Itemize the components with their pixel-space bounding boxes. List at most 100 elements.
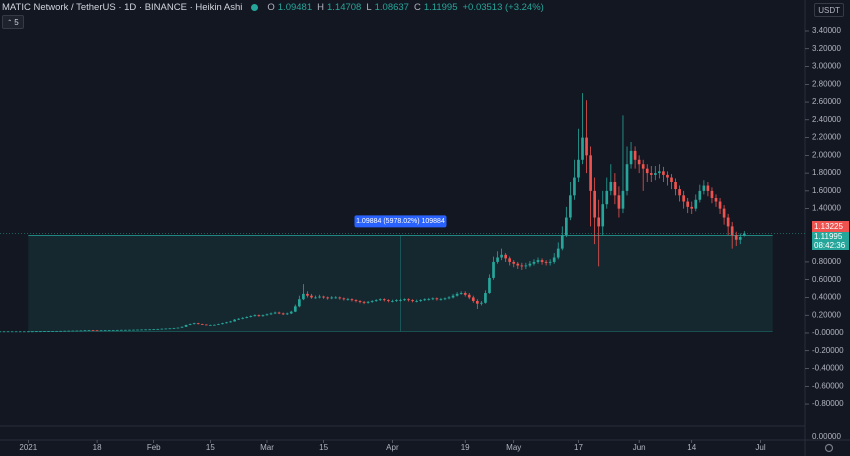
y-tick-label: -0.80000 [812,399,844,408]
candle-body [378,299,382,301]
measure-label: 1.09884 (5978.02%) 109884 [356,218,445,225]
candle-body [0,331,2,333]
candle-body [512,261,516,264]
candle-body [496,257,499,262]
candle-body [508,258,512,262]
candle-body [374,300,378,302]
interval-badge[interactable]: ⌃ 5 [2,15,24,29]
candle-body [107,330,111,331]
candle-body [387,300,390,302]
candle-body [447,297,451,299]
candle-body [281,313,285,315]
candle-body [488,277,491,294]
candle-body [43,331,46,333]
x-tick-label: 18 [93,443,102,452]
y-tick-label: 0.40000 [812,293,841,302]
settings-icon[interactable] [824,443,834,453]
candle-body [476,301,479,304]
candle-body [257,315,261,317]
candle-body [209,324,212,326]
candle-body [148,329,152,331]
candle-body [641,164,645,169]
y-tick-label: 0.60000 [812,275,841,284]
x-tick-label: Jun [633,443,646,452]
x-tick-label: Apr [386,443,399,452]
candle-body [47,331,50,333]
candle-body [152,329,156,330]
candle-body [399,300,402,301]
candle-body [346,299,350,301]
candle-body [314,297,317,299]
candle-body [710,190,714,198]
candle-body [682,195,685,202]
y-tick-label: -0.20000 [812,346,844,355]
candle-body [326,297,329,299]
candle-body [338,297,342,299]
currency-badge[interactable]: USDT [814,3,844,17]
candle-body [265,314,269,316]
candle-body [35,331,38,333]
candle-body [306,293,309,296]
candle-body [124,329,127,331]
candle-body [649,173,653,175]
candle-body [39,331,42,333]
candle-body [504,254,507,259]
candle-body [204,324,208,326]
x-tick-label: 14 [687,443,696,452]
candle-body [310,295,313,298]
candle-body [609,181,613,191]
candle-body [435,298,439,300]
measure-tool: 1.09884 (5978.02%) 109884 [28,215,773,332]
candle-body [362,301,366,303]
x-tick-label: Mar [260,443,274,452]
candle-body [322,296,325,298]
candle-body [467,294,471,298]
candle-body [229,321,232,323]
candle-body [176,327,180,329]
candle-body [730,226,734,236]
candle-body [241,317,245,319]
candle-body [188,324,192,325]
candle-body [67,330,71,332]
y-tick-label: 1.60000 [812,186,841,195]
interval-count[interactable]: 5 [14,17,19,27]
candle-body [678,189,681,196]
candle-body [463,293,467,295]
candle-body [532,261,536,264]
candle-body [293,306,297,312]
candle-body [111,330,115,331]
candle-body [645,168,649,174]
candle-body [144,329,147,331]
lower-pane-label: 0.00000 [812,432,841,441]
candle-body [726,217,730,227]
chevron: ⌃ [7,19,13,26]
x-tick-label: May [506,443,521,452]
candle-body [577,159,580,178]
y-tick-label: 1.40000 [812,204,841,213]
candle-body [666,174,669,178]
candles [0,93,746,333]
candle-body [253,315,257,317]
candle-body [694,199,698,209]
candle-body [492,261,495,278]
candle-body [140,329,143,331]
candle-body [63,330,67,332]
candle-body [160,328,164,330]
candle-body [403,299,406,301]
x-tick-label: 17 [574,443,583,452]
candle-body [451,295,455,298]
candle-body [136,329,139,331]
candle-body [213,324,216,326]
candle-body [395,300,398,302]
candle-body [439,299,443,301]
candle-body [245,316,249,318]
candle-body [249,316,253,317]
candle-body [217,324,220,325]
candle-body [237,318,241,320]
candle-body [31,331,34,333]
price-label: 1.13225 [812,221,849,232]
settings-gear[interactable] [824,443,834,453]
ohlc-value: 1.14708 [326,2,362,13]
